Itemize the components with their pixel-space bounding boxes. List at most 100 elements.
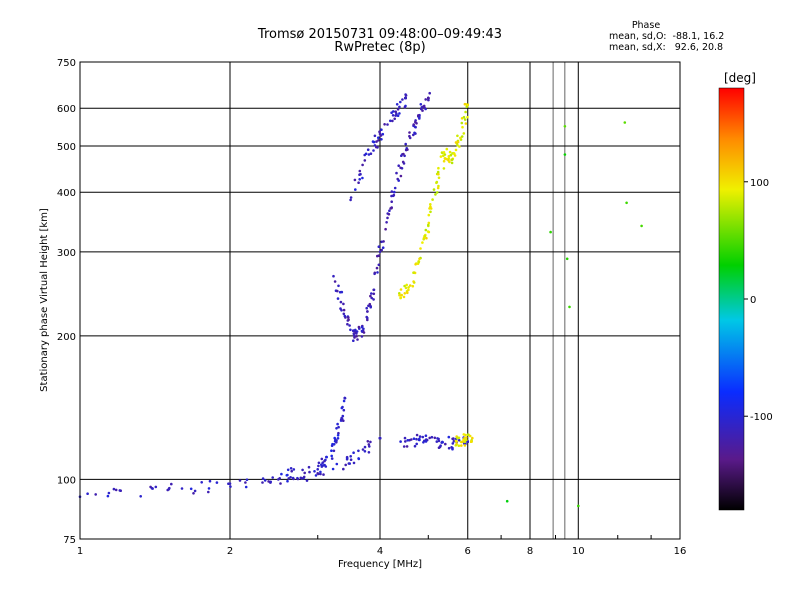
data-point <box>447 435 451 439</box>
data-point <box>139 495 142 498</box>
data-point <box>353 178 357 182</box>
data-point <box>549 230 552 234</box>
data-point <box>427 98 430 102</box>
data-point <box>375 140 378 143</box>
data-point <box>360 329 364 333</box>
data-point <box>363 445 367 449</box>
data-point <box>368 445 371 448</box>
data-point <box>362 331 366 334</box>
data-point <box>412 437 416 441</box>
data-point <box>403 105 407 109</box>
data-point <box>408 131 411 134</box>
data-point <box>450 161 454 165</box>
data-point <box>229 485 232 488</box>
data-point <box>419 103 423 106</box>
data-point <box>399 166 402 170</box>
data-point <box>442 167 446 170</box>
colorbar-ticks: 100 0 -100 <box>744 178 773 423</box>
data-point <box>427 223 430 227</box>
data-point <box>380 248 384 252</box>
data-point <box>349 458 353 462</box>
data-point <box>381 132 385 136</box>
data-point <box>442 159 446 163</box>
y-tick-label: 600 <box>57 104 76 115</box>
data-point <box>577 504 580 508</box>
y-tick-label: 200 <box>57 332 76 343</box>
data-point <box>372 298 375 301</box>
data-point <box>460 121 464 125</box>
data-point <box>429 210 432 214</box>
data-point <box>430 435 434 439</box>
data-point <box>454 148 458 152</box>
data-point <box>406 148 409 151</box>
data-point <box>396 177 400 181</box>
colorbar-tick-label: 0 <box>750 295 756 306</box>
data-point <box>337 284 340 288</box>
data-point <box>399 288 403 291</box>
data-point <box>382 240 385 243</box>
data-point <box>305 479 309 482</box>
data-point <box>466 115 469 119</box>
data-point <box>563 153 567 156</box>
data-point <box>354 328 357 332</box>
data-point <box>414 125 417 129</box>
phase-colorbar <box>718 87 745 511</box>
data-point <box>415 433 419 437</box>
data-point <box>400 293 404 297</box>
data-point <box>442 151 446 154</box>
data-point <box>417 114 420 117</box>
data-point <box>296 477 300 481</box>
data-point <box>356 338 359 341</box>
data-point <box>427 213 431 217</box>
data-point <box>454 141 458 144</box>
data-point <box>323 463 326 467</box>
data-point <box>285 474 289 477</box>
data-point <box>208 479 212 483</box>
data-point <box>366 318 369 322</box>
data-point <box>364 152 368 156</box>
data-point <box>346 322 349 326</box>
data-point <box>435 181 438 185</box>
data-point <box>378 436 382 440</box>
data-point <box>412 123 416 126</box>
data-point <box>392 194 395 198</box>
data-point <box>365 306 369 310</box>
data-point <box>342 419 345 423</box>
data-point <box>168 486 171 490</box>
data-point <box>332 443 336 446</box>
data-point <box>428 436 432 440</box>
data-point <box>454 444 458 447</box>
data-point <box>424 98 428 101</box>
data-point <box>443 157 447 160</box>
data-point <box>436 170 440 174</box>
data-point <box>505 499 509 503</box>
data-point <box>357 325 361 329</box>
data-point <box>468 434 472 438</box>
data-point <box>456 134 459 138</box>
data-point <box>349 455 353 458</box>
data-point <box>418 257 421 261</box>
data-point <box>352 451 355 455</box>
data-point <box>387 212 391 216</box>
data-point <box>352 334 356 338</box>
data-point <box>568 305 571 309</box>
data-point <box>360 335 364 338</box>
data-point <box>384 227 387 231</box>
data-point <box>363 159 367 162</box>
data-point <box>244 481 247 484</box>
data-point <box>332 274 335 278</box>
data-point <box>379 134 383 137</box>
data-point <box>437 437 440 441</box>
data-point <box>361 448 365 451</box>
data-point <box>447 446 451 450</box>
data-point <box>422 237 426 241</box>
data-point <box>443 153 447 156</box>
data-point <box>244 485 248 489</box>
colorbar-tick-label: -100 <box>750 412 773 423</box>
data-point <box>362 327 365 331</box>
data-point <box>347 318 350 322</box>
axis-ticks: 1 2 4 6 8 10 16 75 100 200 300 400 500 600 750 <box>57 58 686 557</box>
data-point <box>402 162 406 165</box>
data-point <box>441 441 445 444</box>
